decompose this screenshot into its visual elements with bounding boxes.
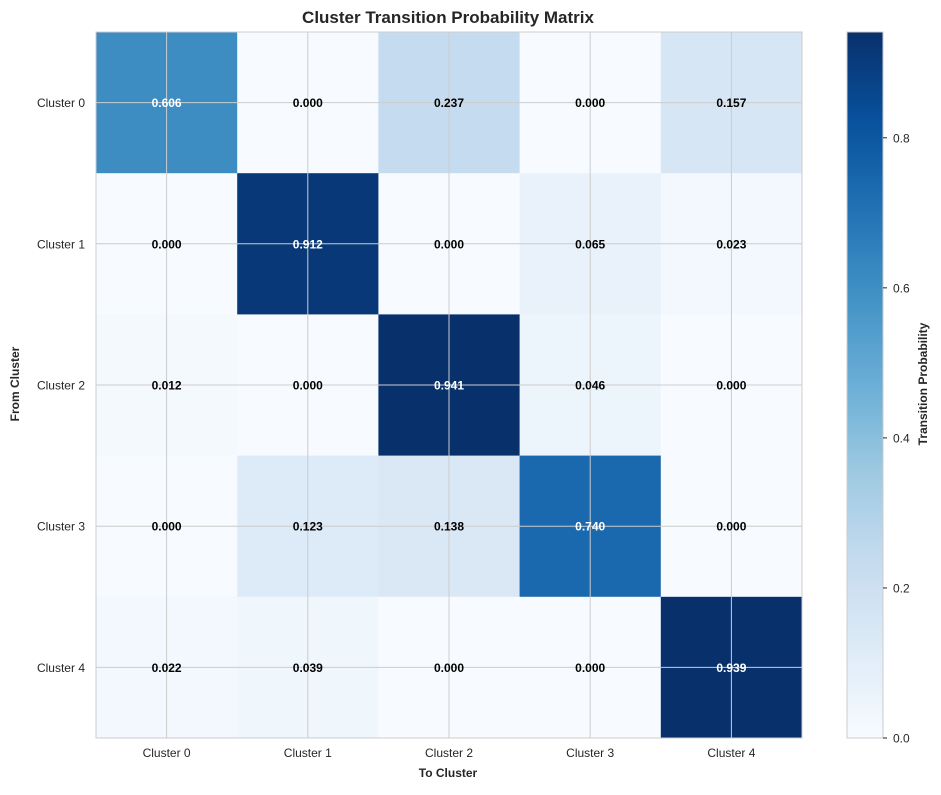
heatmap-value-label: 0.138: [434, 520, 464, 534]
heatmap-value-label: 0.000: [716, 520, 746, 534]
heatmap-value-label: 0.039: [293, 661, 323, 675]
y-tick-label: Cluster 3: [37, 520, 85, 534]
chart-title: Cluster Transition Probability Matrix: [302, 8, 594, 27]
heatmap-value-label: 0.000: [575, 96, 605, 110]
heatmap-value-label: 0.000: [293, 379, 323, 393]
y-axis-label: From Cluster: [8, 346, 22, 421]
heatmap-value-label: 0.000: [293, 96, 323, 110]
heatmap-value-label: 0.740: [575, 520, 605, 534]
x-axis-label: To Cluster: [419, 766, 478, 780]
heatmap-value-labels: 0.606 0.000 0.237 0.000 0.157 0.000 0.912 0.000…: [152, 96, 747, 675]
colorbar-tick-label: 0.8: [893, 131, 910, 145]
heatmap-value-label: 0.000: [152, 520, 182, 534]
colorbar: 0.0 0.2 0.4 0.6 0.8: [846, 31, 910, 746]
colorbar-tick-label: 0.0: [893, 732, 910, 746]
y-tick-label: Cluster 1: [37, 237, 85, 251]
heatmap-value-label: 0.123: [293, 520, 323, 534]
colorbar-tick-label: 0.6: [893, 281, 910, 295]
heatmap-value-label: 0.023: [716, 237, 746, 251]
x-tick-label: Cluster 2: [425, 746, 473, 760]
heatmap-value-label: 0.237: [434, 96, 464, 110]
heatmap-value-label: 0.000: [152, 237, 182, 251]
x-tick-label: Cluster 4: [707, 746, 755, 760]
heatmap-value-label: 0.941: [434, 379, 464, 393]
heatmap-value-label: 0.000: [434, 661, 464, 675]
heatmap-value-label: 0.046: [575, 379, 605, 393]
x-tick-label: Cluster 3: [566, 746, 614, 760]
heatmap-value-label: 0.000: [575, 661, 605, 675]
colorbar-bar: [846, 31, 884, 739]
heatmap-value-label: 0.065: [575, 237, 605, 251]
colorbar-tick-label: 0.2: [893, 581, 910, 595]
y-tick-label: Cluster 4: [37, 661, 85, 675]
heatmap-value-label: 0.157: [716, 96, 746, 110]
heatmap-value-label: 0.912: [293, 237, 323, 251]
x-tick-label: Cluster 0: [143, 746, 191, 760]
heatmap-value-label: 0.012: [152, 379, 182, 393]
heatmap-value-label: 0.022: [152, 661, 182, 675]
heatmap-value-label: 0.939: [716, 661, 746, 675]
x-tick-label: Cluster 1: [284, 746, 332, 760]
axis-ticks: Cluster 0 Cluster 1 Cluster 2 Cluster 3 Clus…: [37, 96, 756, 760]
y-tick-label: Cluster 2: [37, 379, 85, 393]
y-tick-label: Cluster 0: [37, 96, 85, 110]
colorbar-tick-label: 0.4: [893, 431, 910, 445]
heatmap-gridlines: [96, 32, 802, 738]
heatmap-value-label: 0.000: [716, 379, 746, 393]
plot-frame: [95, 31, 803, 739]
colorbar-label: Transition Probability: [916, 322, 930, 445]
heatmap-value-label: 0.606: [152, 96, 182, 110]
heatmap-value-label: 0.000: [434, 237, 464, 251]
